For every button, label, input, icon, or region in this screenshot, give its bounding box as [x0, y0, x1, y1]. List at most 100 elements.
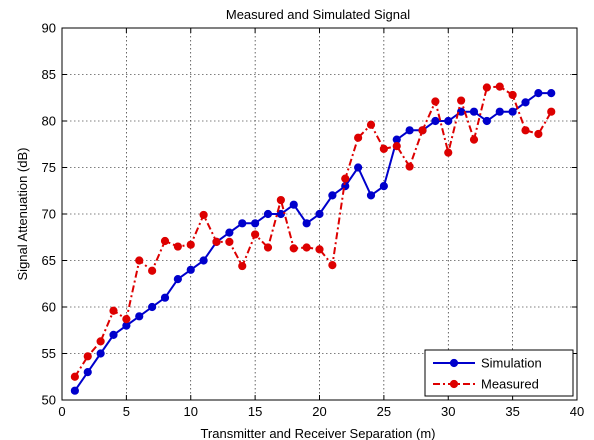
y-tick-label: 90	[42, 21, 56, 36]
legend: Simulation Measured	[424, 349, 574, 397]
data-point-simulation	[444, 116, 453, 126]
data-point-simulation	[199, 256, 208, 265]
data-point-simulation	[521, 98, 530, 107]
data-point-simulation	[173, 275, 182, 284]
data-point-measured	[392, 142, 401, 151]
data-point-measured	[495, 82, 504, 91]
data-point-measured	[135, 256, 144, 265]
data-point-measured	[366, 120, 376, 129]
data-point-measured	[508, 90, 517, 100]
data-point-simulation	[186, 265, 195, 274]
data-point-measured	[238, 261, 247, 271]
data-point-simulation	[148, 302, 157, 312]
series-simulation	[70, 89, 556, 395]
data-point-measured	[225, 237, 234, 246]
data-point-measured	[302, 243, 311, 252]
series-line-measured	[74, 85, 553, 378]
data-point-simulation	[328, 191, 337, 200]
x-tick-label: 10	[184, 404, 198, 419]
data-point-measured	[186, 240, 195, 249]
data-point-measured	[199, 210, 208, 220]
data-point-simulation	[379, 182, 388, 191]
data-point-measured	[354, 133, 363, 142]
y-tick-label: 85	[42, 67, 56, 82]
y-tick-label: 75	[42, 160, 56, 175]
y-axis-label: Signal Attenuation (dB)	[15, 148, 30, 281]
data-point-measured	[160, 236, 170, 246]
data-point-measured	[521, 126, 530, 135]
x-tick-label: 40	[570, 404, 584, 419]
data-point-simulation	[495, 107, 504, 116]
y-tick-label: 80	[42, 114, 56, 129]
data-point-measured	[96, 337, 105, 346]
x-axis-label: Transmitter and Receiver Separation (m)	[200, 426, 435, 440]
data-point-measured	[341, 174, 350, 183]
legend-box	[424, 349, 574, 397]
data-point-simulation	[547, 89, 556, 98]
data-point-measured	[109, 306, 118, 315]
data-point-measured	[212, 237, 221, 246]
data-point-measured	[148, 266, 157, 275]
data-point-measured	[328, 261, 337, 270]
data-point-measured	[534, 129, 543, 139]
legend-marker-simulation	[449, 358, 459, 368]
data-point-measured	[379, 144, 388, 153]
data-point-simulation	[160, 293, 170, 302]
y-tick-label: 55	[42, 346, 56, 361]
data-point-measured	[251, 230, 260, 239]
data-point-simulation	[225, 228, 234, 237]
data-point-measured	[83, 352, 92, 361]
legend-label-measured: Measured	[481, 377, 539, 392]
data-point-simulation	[263, 209, 273, 219]
data-point-measured	[70, 372, 79, 381]
data-point-simulation	[83, 368, 92, 377]
data-point-measured	[457, 96, 466, 105]
data-point-measured	[431, 97, 440, 106]
data-point-measured	[405, 162, 414, 171]
data-point-measured	[173, 242, 182, 251]
data-point-simulation	[469, 107, 479, 116]
data-point-measured	[315, 245, 324, 254]
data-point-simulation	[289, 200, 298, 209]
series-layer	[70, 82, 556, 395]
data-point-simulation	[109, 330, 118, 339]
data-point-simulation	[482, 116, 491, 126]
plot-frame	[61, 27, 578, 401]
data-point-simulation	[431, 116, 440, 126]
legend-label-simulation: Simulation	[481, 356, 542, 371]
data-point-measured	[547, 107, 556, 116]
x-tick-label: 25	[377, 404, 391, 419]
x-tick-label: 30	[441, 404, 455, 419]
x-tick-label: 20	[312, 404, 326, 419]
axis-ticks: 0 5 10 15 20 25 30 35 40 50 55 60 65 70 75 80 85 90	[42, 21, 585, 420]
data-point-simulation	[508, 107, 517, 116]
x-tick-label: 15	[248, 404, 262, 419]
x-tick-label: 35	[505, 404, 519, 419]
data-point-simulation	[366, 191, 376, 200]
data-point-simulation	[405, 126, 414, 135]
data-point-simulation	[302, 219, 311, 228]
data-point-measured	[482, 83, 491, 92]
data-point-measured	[289, 244, 298, 253]
data-point-measured	[263, 243, 273, 252]
y-tick-label: 50	[42, 393, 56, 408]
y-tick-label: 70	[42, 207, 56, 222]
data-point-measured	[469, 135, 479, 144]
data-point-measured	[122, 314, 131, 324]
data-point-simulation	[251, 219, 260, 228]
data-point-simulation	[238, 219, 247, 228]
data-point-measured	[418, 126, 427, 135]
data-point-simulation	[315, 209, 324, 219]
data-point-measured	[444, 148, 453, 157]
data-point-simulation	[96, 349, 105, 358]
data-point-simulation	[70, 386, 79, 395]
data-point-measured	[276, 195, 285, 205]
chart-title: Measured and Simulated Signal	[226, 7, 410, 22]
x-tick-label: 5	[123, 404, 130, 419]
y-tick-label: 60	[42, 300, 56, 315]
y-tick-label: 65	[42, 253, 56, 268]
data-point-simulation	[354, 163, 363, 172]
series-measured	[70, 82, 556, 381]
legend-marker-measured	[449, 379, 459, 389]
